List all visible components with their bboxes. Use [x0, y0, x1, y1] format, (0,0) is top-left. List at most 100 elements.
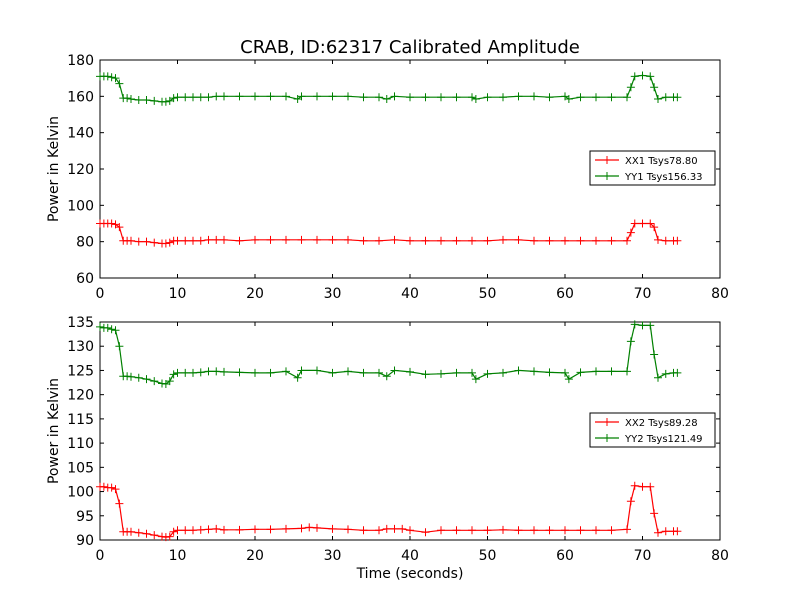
data-point — [111, 74, 120, 83]
data-point — [165, 377, 174, 386]
data-point — [623, 93, 631, 102]
data-point — [421, 93, 430, 102]
legend-label: XX1 Tsys78.80 — [625, 156, 698, 167]
y-axis-label: Power in Kelvin — [46, 116, 62, 222]
y-tick-label: 160 — [67, 89, 94, 105]
data-point — [650, 223, 659, 232]
data-point — [196, 525, 205, 534]
data-point — [382, 372, 391, 381]
data-point — [421, 528, 430, 537]
data-point — [673, 93, 682, 102]
data-point — [212, 235, 221, 244]
x-tick-label: 60 — [556, 286, 574, 302]
data-point — [282, 92, 290, 101]
data-point — [181, 236, 190, 245]
data-point — [406, 526, 414, 535]
series-line — [99, 323, 678, 385]
data-point — [134, 95, 143, 104]
data-point — [165, 532, 174, 541]
data-point — [313, 366, 321, 375]
data-point — [626, 337, 635, 346]
data-point — [111, 485, 120, 494]
data-point — [107, 325, 116, 334]
x-tick-label: 40 — [401, 286, 419, 302]
data-point — [251, 235, 259, 244]
data-point — [115, 342, 124, 351]
legend: XX1 Tsys78.80 YY1 Tsys156.33 — [589, 150, 716, 186]
data-point — [161, 97, 170, 106]
data-point — [282, 524, 290, 533]
data-point — [561, 368, 569, 377]
data-point — [266, 525, 275, 534]
data-point — [313, 92, 321, 101]
data-point — [437, 526, 445, 535]
data-point — [297, 366, 306, 375]
data-point — [375, 236, 383, 245]
data-point — [576, 236, 585, 245]
data-point — [626, 228, 635, 237]
data-point — [592, 236, 600, 245]
data-point — [406, 93, 414, 102]
data-point — [127, 527, 135, 536]
data-point — [173, 236, 182, 245]
data-point — [189, 93, 197, 102]
data-point — [220, 525, 228, 534]
y-tick-label: 135 — [67, 315, 94, 331]
data-point — [328, 235, 337, 244]
x-tick-label: 50 — [479, 548, 497, 564]
data-point — [654, 373, 662, 382]
data-point — [607, 93, 616, 102]
y-tick-label: 140 — [67, 126, 94, 142]
data-point — [661, 527, 670, 536]
y-tick-label: 90 — [76, 533, 94, 549]
data-point — [142, 529, 151, 538]
data-point — [189, 236, 197, 245]
data-point — [576, 368, 585, 377]
data-point — [189, 526, 197, 535]
data-point — [103, 72, 112, 81]
data-point — [483, 369, 492, 378]
data-point — [111, 326, 120, 335]
data-point — [266, 368, 275, 377]
x-tick-label: 30 — [324, 548, 342, 564]
data-point — [150, 238, 159, 247]
data-point — [173, 526, 182, 535]
data-point — [483, 93, 492, 102]
data-point — [134, 373, 143, 382]
series-1 — [96, 320, 682, 389]
data-point — [452, 526, 461, 535]
series-1 — [96, 71, 682, 106]
data-point — [96, 322, 104, 331]
data-point — [471, 375, 480, 384]
data-point — [359, 526, 368, 535]
y-tick-label: 125 — [67, 363, 94, 379]
data-point — [196, 236, 205, 245]
data-point — [530, 92, 538, 101]
data-point — [661, 93, 670, 102]
data-point — [468, 368, 476, 377]
data-point — [150, 377, 159, 386]
data-point — [235, 368, 244, 377]
data-point — [382, 95, 391, 104]
data-point — [189, 368, 197, 377]
data-point — [607, 526, 616, 535]
data-point — [646, 219, 655, 228]
legend-marker — [603, 156, 611, 164]
data-point — [375, 526, 383, 535]
data-point — [196, 368, 205, 377]
data-point — [390, 235, 399, 244]
data-point — [390, 92, 399, 101]
data-point — [638, 482, 647, 491]
data-point — [375, 368, 383, 377]
x-axis-label: Time (seconds) — [356, 566, 464, 582]
data-point — [305, 523, 314, 532]
data-point — [638, 219, 647, 228]
data-point — [638, 71, 647, 80]
x-tick-label: 80 — [711, 548, 729, 564]
data-point — [165, 238, 174, 247]
data-point — [359, 93, 368, 102]
data-point — [650, 350, 659, 359]
data-point — [623, 236, 631, 245]
legend: XX2 Tsys89.28 YY2 Tsys121.49 — [589, 412, 716, 448]
